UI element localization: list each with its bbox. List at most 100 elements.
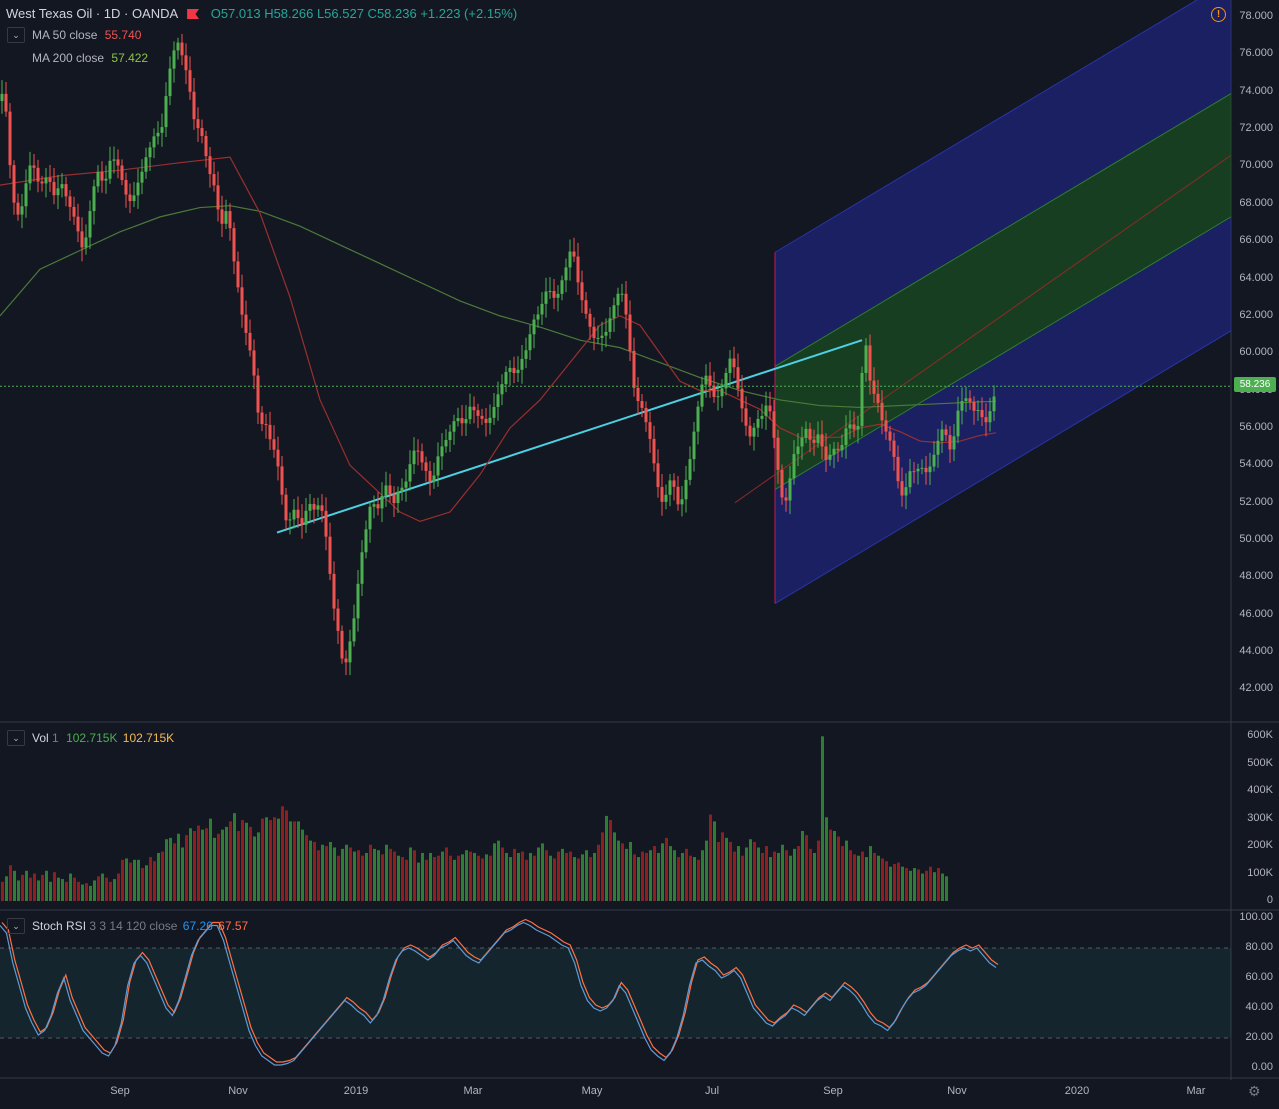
volume-bar [241, 820, 244, 901]
candle-body [716, 396, 720, 398]
channel-boundary [774, 93, 1232, 367]
volume-bar [237, 831, 240, 901]
volume-bar [125, 858, 128, 901]
price-tick-label: 72.000 [1239, 122, 1273, 135]
candle-body [612, 305, 616, 319]
volume-bar [661, 843, 664, 901]
channel-lower-band [775, 216, 1231, 604]
candle-body [952, 436, 956, 450]
volume-bar [205, 828, 208, 901]
volume-bar [133, 859, 136, 901]
volume-bar [741, 855, 744, 901]
stoch-tick-label: 0.00 [1251, 1061, 1273, 1073]
volume-bar [193, 831, 196, 901]
symbol-title[interactable]: West Texas Oil · 1D · OANDA [6, 6, 178, 21]
volume-value-2: 102.715K [122, 731, 175, 745]
stoch-tick-label: 100.00 [1239, 911, 1273, 923]
volume-bar [113, 879, 116, 901]
volume-bar [637, 857, 640, 901]
flag-icon[interactable] [187, 9, 200, 19]
candle-body [508, 367, 512, 372]
volume-bar [821, 736, 824, 901]
volume-bar [17, 880, 20, 901]
candle-body [824, 446, 828, 460]
candle-body [4, 93, 8, 112]
volume-bar [941, 873, 944, 901]
volume-bar [853, 854, 856, 901]
candle-body [456, 418, 460, 422]
candle-body [672, 480, 676, 487]
chevron-down-icon[interactable]: ⌄ [7, 918, 25, 934]
volume-bar [529, 852, 532, 901]
candle-body [640, 401, 644, 408]
candle-body [404, 481, 408, 488]
volume-bar [233, 813, 236, 901]
ma50-legend[interactable]: MA 50 close 55.740 [32, 28, 141, 42]
volume-bar [405, 859, 408, 901]
candle-body [860, 372, 864, 427]
stoch-tick-label: 60.00 [1245, 971, 1273, 983]
price-tick-label: 78.000 [1239, 10, 1273, 22]
volume-bar [521, 851, 524, 901]
candle-body [420, 451, 424, 463]
volume-bar [245, 822, 248, 901]
candle-body [560, 280, 564, 294]
gear-icon[interactable]: ⚙ [1248, 1083, 1261, 1099]
candle-body [968, 398, 972, 402]
stoch-tick-label: 80.00 [1245, 941, 1273, 953]
volume-bar [381, 854, 384, 901]
candle-body [940, 429, 944, 441]
candle-body [316, 505, 320, 510]
candle-body [992, 396, 996, 412]
volume-bar [445, 847, 448, 901]
chevron-down-icon[interactable]: ⌄ [7, 27, 25, 43]
volume-bar [209, 818, 212, 901]
volume-bar [525, 859, 528, 901]
price-tick-label: 76.000 [1239, 47, 1273, 60]
volume-bar [397, 855, 400, 901]
candle-body [936, 440, 940, 455]
price-tick-label: 70.000 [1239, 159, 1273, 172]
ma200-legend[interactable]: MA 200 close 57.422 [32, 51, 148, 65]
candle-body [852, 424, 856, 430]
volume-legend[interactable]: Vol 1 102.715K 102.715K [32, 731, 174, 745]
candle-body [864, 345, 868, 373]
volume-bar [493, 843, 496, 901]
volume-bar [61, 879, 64, 901]
volume-bar [601, 832, 604, 901]
volume-bar [901, 866, 904, 901]
candle-body [876, 393, 880, 403]
candle-body [444, 440, 448, 447]
candle-body [168, 68, 172, 97]
volume-bar [309, 840, 312, 901]
candle-body [916, 468, 920, 472]
alert-icon[interactable]: ! [1211, 7, 1226, 22]
candle-body [392, 494, 396, 504]
candle-body [488, 417, 492, 423]
volume-bar [497, 840, 500, 901]
candle-body [140, 171, 144, 183]
chevron-down-icon[interactable]: ⌄ [7, 730, 25, 746]
candle-body [848, 424, 852, 429]
candle-body [264, 424, 268, 426]
volume-bar [877, 855, 880, 901]
candle-body [104, 178, 108, 181]
candle-body [32, 165, 36, 168]
volume-bar [693, 857, 696, 901]
volume-bar [433, 857, 436, 901]
volume-bar [625, 848, 628, 901]
volume-bar [317, 850, 320, 901]
volume-bar [161, 851, 164, 901]
candle-body [776, 437, 780, 470]
volume-bar [585, 850, 588, 901]
candle-body [56, 188, 60, 196]
candle-body [756, 418, 760, 428]
candle-body [976, 410, 980, 412]
candle-body [692, 431, 696, 460]
stoch-legend[interactable]: Stoch RSI 3 3 14 120 close 67.26 67.57 [32, 919, 248, 933]
volume-bar [841, 846, 844, 901]
candlestick-series [0, 33, 996, 676]
candle-body [72, 206, 76, 217]
volume-bar [709, 814, 712, 901]
